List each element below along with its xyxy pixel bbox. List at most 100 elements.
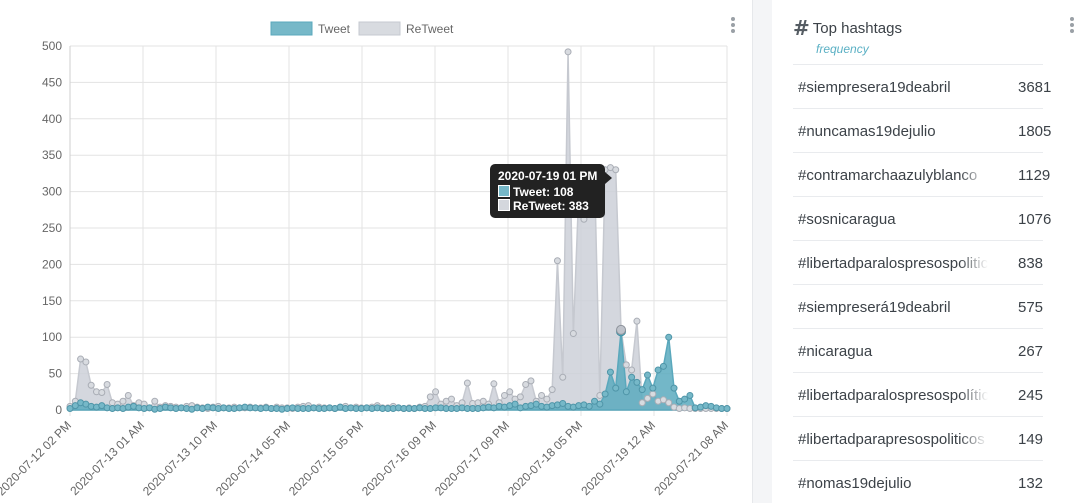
hashtag-row[interactable]: #nomas19dejulio 132 xyxy=(793,460,1043,504)
data-point-retweet xyxy=(463,379,471,387)
hashtag-row[interactable]: #sosnicaragua 1076 xyxy=(793,196,1051,240)
hashtag-name: #libertadparalospresospolíticos xyxy=(798,387,988,404)
data-point-retweet xyxy=(543,395,551,403)
chart-tooltip: 2020-07-19 01 PM Tweet: 108 ReTweet: 383 xyxy=(490,164,613,218)
y-tick-label: 50 xyxy=(49,367,63,381)
legend-swatch-tweet xyxy=(270,21,313,36)
data-point-tweet xyxy=(659,362,667,370)
data-point-tweet xyxy=(681,395,689,403)
hashtags-header: # Top hashtags frequency xyxy=(793,16,902,56)
tooltip-tweet-swatch xyxy=(498,185,510,197)
data-point-tweet xyxy=(596,400,604,408)
hashtag-row[interactable]: #libertadparapresospoliticos 149 xyxy=(793,416,1043,460)
tooltip-retweet-swatch xyxy=(498,199,510,211)
hashtag-row[interactable]: #siempreserá19deabril 575 xyxy=(793,284,1043,328)
tooltip-retweet-line: ReTweet: 383 xyxy=(498,199,597,213)
y-tick-label: 250 xyxy=(42,221,62,235)
data-point-tweet xyxy=(559,399,567,407)
data-point-tweet xyxy=(644,371,652,379)
timeline-chart: 0 50 100 150 200 250 300 350 400 450 500 2020-07-12… xyxy=(0,21,731,498)
data-point-retweet xyxy=(622,361,630,369)
hashtag-count: 267 xyxy=(1018,343,1044,360)
data-point-tweet xyxy=(511,400,519,408)
data-point-retweet xyxy=(98,389,106,397)
data-point-tweet xyxy=(606,368,614,376)
chart-menu-icon[interactable] xyxy=(731,17,735,35)
hashtag-count: 245 xyxy=(1018,387,1044,404)
data-point-retweet xyxy=(649,390,657,398)
x-tick-label: 2020-07-14 05 PM xyxy=(213,418,293,498)
y-tick-label: 450 xyxy=(42,75,62,89)
hashtags-menu-icon[interactable] xyxy=(1070,17,1074,35)
hashtag-name: #nuncamas19dejulio xyxy=(798,123,936,140)
hashtag-name: #contramarchaazulyblanco xyxy=(798,167,978,184)
hashtag-name: #siempreserá19deabril xyxy=(798,299,951,316)
data-point-tweet xyxy=(638,386,646,394)
hashtags-title: Top hashtags xyxy=(812,19,902,37)
data-point-retweet xyxy=(432,388,440,396)
x-tick-label: 2020-07-16 09 PM xyxy=(359,418,439,498)
hashtag-row[interactable]: #libertadparalospresospoliticos 838 xyxy=(793,240,1043,284)
hashtag-count: 838 xyxy=(1018,255,1044,272)
y-tick-label: 0 xyxy=(55,403,62,417)
data-point-retweet xyxy=(119,397,127,405)
hashtag-name: #siempresera19deabril xyxy=(798,79,951,96)
hashtag-row[interactable]: #nicaragua 267 xyxy=(793,328,1043,372)
hashtag-count: 575 xyxy=(1018,299,1044,316)
data-point-tweet xyxy=(591,397,599,405)
data-point-tweet xyxy=(654,366,662,374)
y-tick-label: 400 xyxy=(42,112,62,126)
data-point-retweet xyxy=(644,394,652,402)
data-point-retweet xyxy=(506,388,514,396)
tooltip-title: 2020-07-19 01 PM xyxy=(498,169,598,183)
y-tick-label: 200 xyxy=(42,257,62,271)
data-point-retweet xyxy=(665,399,673,407)
hashtag-icon: # xyxy=(793,16,810,40)
data-point-retweet xyxy=(103,381,111,389)
y-tick-label: 300 xyxy=(42,185,62,199)
tooltip-retweet-value: ReTweet: 383 xyxy=(513,199,589,213)
data-point-retweet xyxy=(522,381,530,389)
x-tick-label: 2020-07-19 12 AM xyxy=(578,418,658,498)
data-point-retweet xyxy=(87,381,95,389)
data-point-retweet xyxy=(559,373,567,381)
x-tick-label: 2020-07-17 09 PM xyxy=(432,418,512,498)
legend-label-retweet: ReTweet xyxy=(406,22,454,36)
data-point-tweet xyxy=(686,391,694,399)
hashtag-count: 132 xyxy=(1018,475,1044,492)
y-tick-label: 150 xyxy=(42,294,62,308)
data-point-retweet xyxy=(612,166,620,174)
data-point-retweet xyxy=(500,391,508,399)
hashtag-row[interactable]: #siempresera19deabril 3681 xyxy=(793,64,1051,108)
panel-divider xyxy=(752,0,772,503)
data-point-tweet xyxy=(71,402,79,410)
hashtag-row[interactable]: #libertadparalospresospolíticos 245 xyxy=(793,372,1043,416)
hashtag-count: 1129 xyxy=(1018,167,1051,184)
x-tick-label: 2020-07-15 05 PM xyxy=(286,418,366,498)
hashtag-name: #libertadparalospresospoliticos xyxy=(798,255,988,272)
data-point-tweet xyxy=(66,405,74,413)
data-point-retweet xyxy=(124,391,132,399)
y-tick-label: 350 xyxy=(42,148,62,162)
data-point-tweet xyxy=(585,402,593,410)
data-point-retweet xyxy=(638,399,646,407)
data-point-tweet xyxy=(601,390,609,398)
tooltip-tweet-value: Tweet: 108 xyxy=(513,185,574,199)
hashtag-row[interactable]: #contramarchaazulyblanco 1129 xyxy=(793,152,1050,196)
hashtag-name: #nomas19dejulio xyxy=(798,475,912,492)
data-point-retweet xyxy=(538,391,546,399)
data-point-retweet xyxy=(82,358,90,366)
data-point-retweet xyxy=(77,355,85,363)
data-point-retweet xyxy=(151,397,159,405)
highlighted-point-retweet xyxy=(616,324,627,335)
data-point-retweet xyxy=(447,395,455,403)
data-point-retweet xyxy=(548,386,556,394)
x-tick-label: 2020-07-13 01 AM xyxy=(67,418,147,498)
hashtag-name: #nicaragua xyxy=(798,343,873,360)
hashtag-count: 1805 xyxy=(1018,123,1052,140)
legend-swatch-retweet xyxy=(358,21,401,36)
hashtag-row[interactable]: #nuncamas19dejulio 1805 xyxy=(793,108,1051,152)
x-tick-label: 2020-07-12 02 PM xyxy=(0,418,74,498)
top-hashtags-panel: # Top hashtags frequency #siempresera19de… xyxy=(773,0,1092,503)
hashtags-subtitle: frequency xyxy=(816,42,869,56)
